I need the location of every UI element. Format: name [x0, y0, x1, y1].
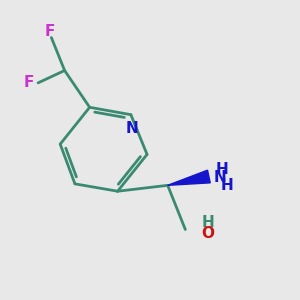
- Polygon shape: [168, 170, 210, 185]
- Text: H: H: [202, 214, 214, 230]
- Text: F: F: [45, 23, 55, 38]
- Text: N: N: [214, 170, 226, 185]
- Text: H: H: [221, 178, 233, 193]
- Text: F: F: [23, 75, 34, 90]
- Text: N: N: [126, 121, 139, 136]
- Text: O: O: [202, 226, 214, 242]
- Text: H: H: [215, 162, 228, 177]
